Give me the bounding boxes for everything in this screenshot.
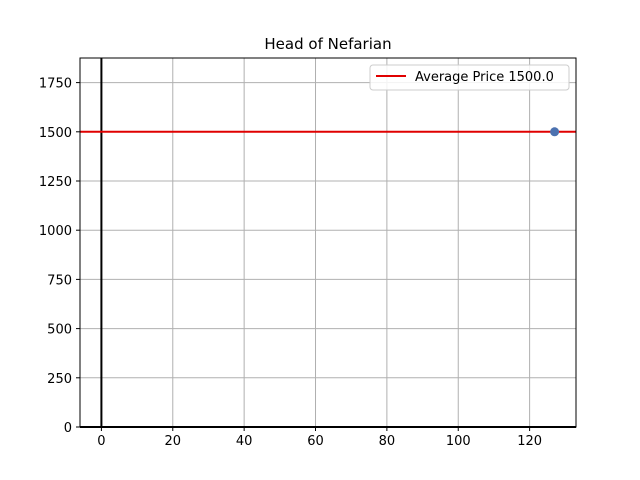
y-tick-label: 1250 (39, 175, 72, 190)
y-tick-label: 750 (47, 273, 72, 288)
plot-frame (79, 57, 577, 428)
legend-box (369, 64, 570, 91)
y-tick-label: 1750 (39, 77, 72, 92)
legend-label-average-price: Average Price 1500.0 (415, 70, 554, 85)
legend: Average Price 1500.0 (369, 64, 570, 91)
x-tick-label: 120 (517, 434, 542, 449)
y-tick-label: 250 (47, 372, 72, 387)
y-tick-label: 500 (47, 323, 72, 338)
x-tick-label: 0 (97, 434, 105, 449)
ticks: 0 20 40 60 80 100 120 0 250 500 750 1000 1250 1500 175… (39, 77, 542, 449)
y-tick-label: 1500 (39, 126, 72, 141)
y-tick-label: 0 (64, 421, 72, 436)
reference-lines (80, 58, 576, 428)
data-points (550, 127, 560, 137)
x-tick-label: 20 (165, 434, 182, 449)
x-tick-label: 40 (236, 434, 253, 449)
chart-title: Head of Nefarian (264, 35, 391, 53)
x-tick-label: 60 (307, 434, 324, 449)
x-tick-label: 80 (379, 434, 396, 449)
x-tick-label: 100 (446, 434, 471, 449)
grid (80, 58, 576, 428)
y-tick-label: 1000 (39, 224, 72, 239)
scatter-point (550, 127, 560, 137)
